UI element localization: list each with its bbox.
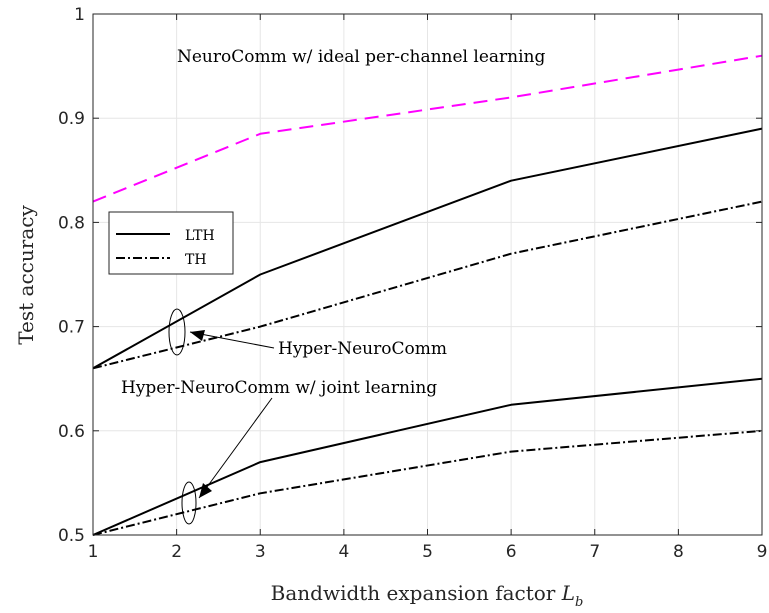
series-line-ideal <box>92 54 763 203</box>
hyper-arrow-head <box>190 330 205 341</box>
x-tick-label: 3 <box>255 542 266 562</box>
x-tick-label: 8 <box>673 542 684 562</box>
y-tick-group: 0.5 0.6 0.7 0.8 0.9 1 <box>58 5 762 546</box>
annotation-ideal: NeuroComm w/ ideal per-channel learning <box>177 47 545 67</box>
x-tick-label: 2 <box>171 542 182 562</box>
x-tick-label: 7 <box>589 542 600 562</box>
y-tick-label: 1 <box>74 5 85 25</box>
x-axis-label: Bandwidth expansion factor Lb <box>271 581 584 610</box>
y-tick-label: 0.5 <box>58 526 85 546</box>
x-tick-label: 6 <box>506 542 517 562</box>
series-line-joint-th <box>92 429 763 536</box>
legend: LTH TH <box>108 211 234 275</box>
x-tick-group: 1 2 3 4 5 6 7 8 9 <box>88 14 768 562</box>
hyper-ellipse-marker <box>168 308 186 356</box>
legend-box <box>108 211 234 275</box>
x-tick-label: 1 <box>88 542 99 562</box>
series-line-hyper-th <box>92 200 763 370</box>
y-tick-label: 0.8 <box>58 213 85 233</box>
annotation-hyper: Hyper-NeuroComm <box>278 339 447 359</box>
legend-label-th: TH <box>185 252 207 268</box>
joint-arrow-line <box>198 397 273 499</box>
x-tick-label: 9 <box>757 542 768 562</box>
y-tick-label: 0.6 <box>58 422 85 442</box>
series-group <box>92 54 763 536</box>
y-axis-label: Test accuracy <box>14 205 38 345</box>
legend-label-lth: LTH <box>185 228 215 244</box>
x-tick-label: 4 <box>338 542 349 562</box>
annotation-joint: Hyper-NeuroComm w/ joint learning <box>121 378 437 398</box>
y-tick-label: 0.7 <box>58 318 85 338</box>
x-tick-label: 5 <box>422 542 433 562</box>
y-tick-label: 0.9 <box>58 109 85 129</box>
joint-arrow-head <box>199 483 212 498</box>
hyper-arrow-line <box>189 331 275 349</box>
series-line-joint-lth <box>92 377 763 536</box>
joint-ellipse-marker <box>181 481 197 525</box>
series-line-hyper-lth <box>92 127 763 370</box>
